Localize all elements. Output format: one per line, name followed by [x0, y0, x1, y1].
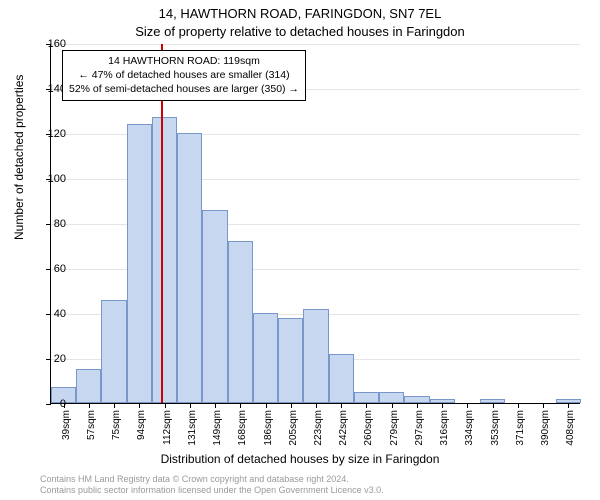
- xtick-mark: [165, 403, 166, 408]
- xtick-mark: [89, 403, 90, 408]
- xtick-label: 39sqm: [61, 410, 72, 460]
- chart-title-line1: 14, HAWTHORN ROAD, FARINGDON, SN7 7EL: [0, 6, 600, 21]
- xtick-label: 223sqm: [313, 410, 324, 460]
- xtick-mark: [392, 403, 393, 408]
- ytick-label: 160: [36, 38, 66, 50]
- xtick-label: 75sqm: [111, 410, 122, 460]
- xtick-label: 205sqm: [288, 410, 299, 460]
- histogram-bar: [303, 309, 328, 404]
- xtick-mark: [341, 403, 342, 408]
- xtick-label: 94sqm: [136, 410, 147, 460]
- ytick-label: 80: [36, 218, 66, 230]
- xtick-mark: [518, 403, 519, 408]
- xtick-mark: [291, 403, 292, 408]
- ytick-label: 60: [36, 263, 66, 275]
- histogram-bar: [202, 210, 227, 404]
- y-axis-label: Number of detached properties: [12, 75, 26, 240]
- xtick-mark: [568, 403, 569, 408]
- histogram-bar: [354, 392, 379, 403]
- histogram-bar: [101, 300, 126, 404]
- histogram-bar: [253, 313, 278, 403]
- xtick-mark: [266, 403, 267, 408]
- xtick-mark: [215, 403, 216, 408]
- ytick-label: 100: [36, 173, 66, 185]
- xtick-label: 390sqm: [540, 410, 551, 460]
- xtick-label: 149sqm: [212, 410, 223, 460]
- histogram-bar: [379, 392, 404, 403]
- xtick-label: 168sqm: [237, 410, 248, 460]
- ytick-label: 120: [36, 128, 66, 140]
- footer-line2: Contains public sector information licen…: [40, 485, 384, 496]
- xtick-mark: [366, 403, 367, 408]
- footer-line1: Contains HM Land Registry data © Crown c…: [40, 474, 384, 485]
- xtick-label: 112sqm: [162, 410, 173, 460]
- xtick-label: 279sqm: [389, 410, 400, 460]
- footer-attribution: Contains HM Land Registry data © Crown c…: [40, 474, 384, 496]
- xtick-mark: [467, 403, 468, 408]
- xtick-label: 260sqm: [363, 410, 374, 460]
- histogram-bar: [127, 124, 152, 403]
- chart-title-line2: Size of property relative to detached ho…: [0, 24, 600, 39]
- ytick-label: 0: [36, 398, 66, 410]
- xtick-label: 316sqm: [439, 410, 450, 460]
- xtick-mark: [417, 403, 418, 408]
- xtick-mark: [114, 403, 115, 408]
- xtick-label: 242sqm: [338, 410, 349, 460]
- xtick-mark: [543, 403, 544, 408]
- gridline: [51, 44, 580, 45]
- xtick-label: 353sqm: [490, 410, 501, 460]
- histogram-bar: [404, 396, 429, 403]
- xtick-label: 131sqm: [187, 410, 198, 460]
- xtick-mark: [139, 403, 140, 408]
- annotation-line: 14 HAWTHORN ROAD: 119sqm: [69, 54, 299, 68]
- xtick-label: 297sqm: [414, 410, 425, 460]
- histogram-bar: [329, 354, 354, 404]
- xtick-mark: [240, 403, 241, 408]
- annotation-line: 52% of semi-detached houses are larger (…: [69, 82, 299, 96]
- xtick-mark: [442, 403, 443, 408]
- xtick-mark: [493, 403, 494, 408]
- annotation-box: 14 HAWTHORN ROAD: 119sqm← 47% of detache…: [62, 50, 306, 101]
- xtick-mark: [190, 403, 191, 408]
- xtick-label: 57sqm: [86, 410, 97, 460]
- annotation-line: ← 47% of detached houses are smaller (31…: [69, 68, 299, 82]
- xtick-label: 334sqm: [464, 410, 475, 460]
- histogram-bar: [76, 369, 101, 403]
- xtick-label: 186sqm: [263, 410, 274, 460]
- histogram-bar: [152, 117, 177, 403]
- xtick-mark: [316, 403, 317, 408]
- xtick-label: 371sqm: [515, 410, 526, 460]
- histogram-bar: [278, 318, 303, 404]
- histogram-bar: [177, 133, 202, 403]
- histogram-bar: [228, 241, 253, 403]
- ytick-label: 20: [36, 353, 66, 365]
- ytick-label: 40: [36, 308, 66, 320]
- xtick-label: 408sqm: [565, 410, 576, 460]
